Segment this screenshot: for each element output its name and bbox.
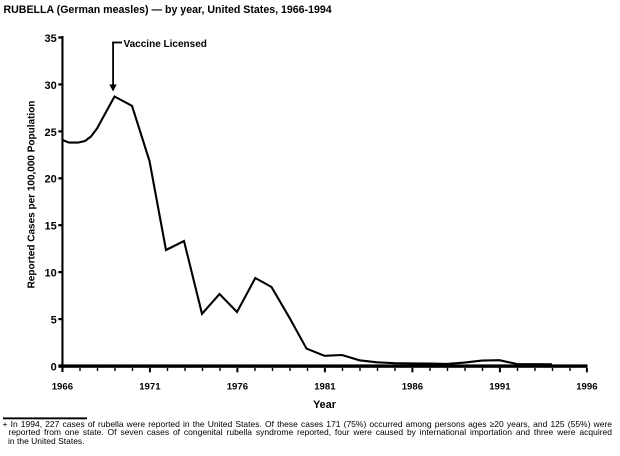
svg-text:Year: Year [313,399,337,411]
svg-text:1981: 1981 [314,382,336,393]
svg-text:25: 25 [45,127,57,139]
svg-text:5: 5 [51,315,57,327]
svg-text:Reported Cases per 100,000 Pop: Reported Cases per 100,000 Population [27,101,38,289]
svg-text:1991: 1991 [489,382,511,393]
svg-text:1971: 1971 [139,382,161,393]
svg-text:10: 10 [45,268,57,280]
svg-text:1986: 1986 [402,382,423,393]
svg-text:0: 0 [51,361,57,373]
svg-text:20: 20 [45,174,57,186]
svg-text:1976: 1976 [227,382,248,393]
svg-text:15: 15 [45,221,57,233]
svg-text:1996: 1996 [576,382,597,393]
svg-text:RUBELLA (German measles) — by: RUBELLA (German measles) — by year, Unit… [4,4,332,16]
svg-text:35: 35 [45,33,57,45]
svg-text:1966: 1966 [52,382,73,393]
svg-text:30: 30 [45,80,57,92]
svg-text:Vaccine Licensed: Vaccine Licensed [124,39,207,50]
